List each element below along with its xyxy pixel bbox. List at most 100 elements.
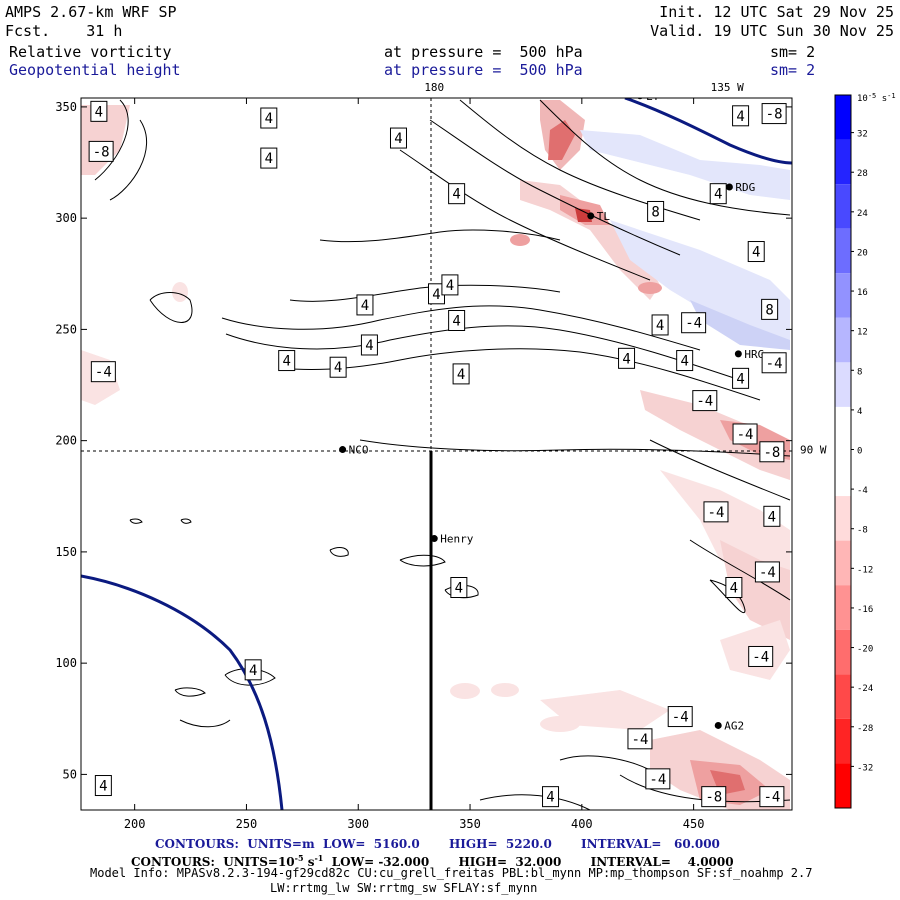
x-tick-label: 350 <box>459 817 481 831</box>
contour-label: -8 <box>701 786 727 808</box>
contour-label-text: 4 <box>768 509 776 525</box>
y-tick-label: 100 <box>55 656 77 670</box>
field1-level: at pressure = 500 hPa <box>384 43 583 61</box>
contour-label-text: 4 <box>457 367 465 383</box>
x-tick-label: 250 <box>236 817 258 831</box>
colorbar-segment <box>835 629 851 675</box>
contour-label-text: 4 <box>736 109 744 125</box>
colorbar-unit: 10-5 s-1 <box>857 92 896 104</box>
contour-label-text: -8 <box>93 144 110 160</box>
contour-label: 4 <box>278 350 296 372</box>
contour-label-text: -4 <box>708 505 725 521</box>
contour-label-text: 4 <box>365 338 373 354</box>
contours-vorticity-info: CONTOURS: UNITS=10-5 s-1 LOW= -32.000 HI… <box>131 853 734 869</box>
contour-label-text: 4 <box>432 287 440 303</box>
contour-label: 4 <box>747 241 765 263</box>
colorbar-segment <box>835 406 851 452</box>
contour-label-text: 4 <box>282 354 290 370</box>
contour-label-text: -4 <box>632 732 649 748</box>
contour-label-text: 4 <box>622 351 630 367</box>
colorbar-segment <box>835 496 851 541</box>
contour-label: 4 <box>90 100 108 122</box>
contour-label: -8 <box>759 441 785 463</box>
contour-label-text: -4 <box>766 356 783 372</box>
station-label: AG2 <box>724 719 744 732</box>
x-tick-label: 400 <box>571 817 593 831</box>
contour-label: -4 <box>759 786 785 808</box>
contour-label: 4 <box>542 786 560 808</box>
contour-label: 4 <box>709 183 727 205</box>
model-info: Model Info: MPASv8.2.3-194-gf29cd82c CU:… <box>90 866 813 880</box>
contours-height-info: CONTOURS: UNITS=m LOW= 5160.0 HIGH= 5220… <box>155 837 720 851</box>
colorbar-label: -12 <box>857 565 873 575</box>
contour-label-text: 4 <box>265 111 273 127</box>
contour-label-text: 4 <box>95 104 103 120</box>
colorbar-label: -4 <box>857 486 868 496</box>
colorbar-label: -20 <box>857 645 873 655</box>
contour-label-text: -4 <box>672 710 689 726</box>
contour-label: 4 <box>763 505 781 527</box>
contour-label: 4 <box>448 310 466 331</box>
colorbar-segment <box>835 674 851 719</box>
contour-label: -4 <box>667 706 693 728</box>
station-marker <box>734 350 742 358</box>
field2-level: at pressure = 500 hPa <box>384 61 583 79</box>
contour-label: -8 <box>761 103 787 125</box>
contour-label: 4 <box>725 577 743 598</box>
colorbar-label: 0 <box>857 447 862 457</box>
colorbar-label: 4 <box>857 407 862 417</box>
colorbar-label: 28 <box>857 169 868 179</box>
contour-label-text: -8 <box>766 107 783 123</box>
contour-label-text: 4 <box>546 790 554 806</box>
vorticity-contours <box>94 99 791 810</box>
colorbar-segment <box>835 451 851 497</box>
station-marker <box>430 535 438 543</box>
contour-label: -4 <box>732 423 758 445</box>
contour-label: 4 <box>94 775 112 797</box>
geopotential-contours <box>81 98 792 810</box>
colorbar-label: -24 <box>857 684 873 694</box>
contour-label-text: 4 <box>446 278 454 294</box>
contour-label-text: -4 <box>95 365 112 381</box>
contour-label-text: -4 <box>649 772 666 788</box>
colorbar-segment <box>835 718 851 764</box>
contour-label: 4 <box>360 334 378 356</box>
station-marker <box>725 183 733 191</box>
colorbar-label: 8 <box>857 367 862 377</box>
contour-label: 4 <box>452 363 470 385</box>
colorbar-segment <box>835 540 851 586</box>
field2-smoothing: sm= 2 <box>770 61 816 79</box>
colorbar-label: 16 <box>857 288 868 298</box>
station-marker <box>587 212 595 220</box>
colorbar-label: 20 <box>857 248 868 258</box>
y-tick-label: 250 <box>55 322 77 336</box>
contour-label-text: 4 <box>736 371 744 387</box>
contour-label: 8 <box>761 298 779 320</box>
colorbar-segment <box>835 273 851 318</box>
contour-label-text: 4 <box>394 131 402 147</box>
contour-label-text: -4 <box>696 394 713 410</box>
y-tick-label: 300 <box>55 211 77 225</box>
station-label: TL <box>597 210 611 223</box>
field1-name: Relative vorticity <box>9 43 172 61</box>
contour-label: -4 <box>627 728 653 750</box>
contour-label-text: -4 <box>752 649 769 665</box>
contour-label: 4 <box>260 147 278 169</box>
contour-label-text: 4 <box>99 779 107 795</box>
y-tick-label: 200 <box>55 434 77 448</box>
x-tick-label: 200 <box>124 817 146 831</box>
field2-name: Geopotential height <box>9 61 181 79</box>
station-label: NCO <box>349 444 369 457</box>
contour-label: 4 <box>356 294 374 316</box>
station-label: HRG <box>744 348 764 361</box>
model-info-2: LW:rrtmg_lw SW:rrtmg_sw SFLAY:sf_mynn <box>270 881 538 895</box>
contour-label: 4 <box>732 105 750 127</box>
meridian-label: 135 W <box>711 81 744 94</box>
colorbar-label: -8 <box>857 526 868 536</box>
colorbar-label: 24 <box>857 209 868 219</box>
x-tick-label: 450 <box>683 817 705 831</box>
contour-label-text: -8 <box>763 445 780 461</box>
contour-label-text: -4 <box>737 427 754 443</box>
contour-label-text: 4 <box>656 318 664 334</box>
contour-label: -4 <box>754 561 780 583</box>
